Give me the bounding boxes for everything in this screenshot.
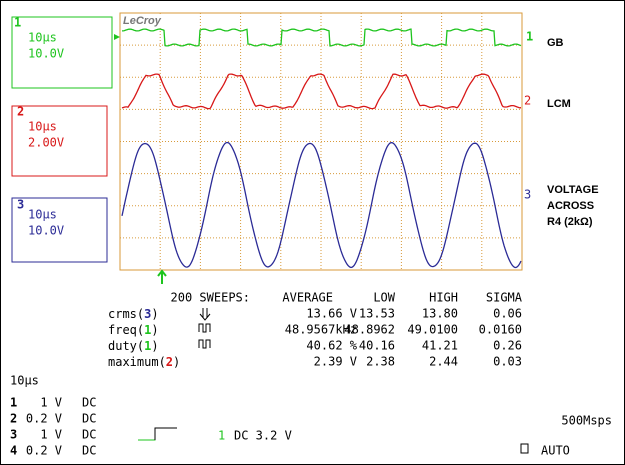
ch2-timebase: 10µs [28,120,57,134]
trigger-marker [157,269,167,284]
setting-channel: 3 [10,428,17,442]
ch2-number: 2 [17,105,24,119]
measurement-low: 40.16 [359,339,395,353]
ch1-trace [122,28,522,47]
freq-icon [198,323,211,333]
measurement-high: 13.80 [422,307,458,321]
ch2-box [11,105,108,177]
trigger-mode: AUTO [541,444,570,458]
measurement-high: 2.44 [429,355,458,369]
measurement-channel: 1 [144,323,151,337]
ch1-timebase: 10µs [28,31,57,45]
setting-channel: 2 [10,412,17,426]
measurement-sigma: 0.06 [493,307,522,321]
measurement-low: 13.53 [359,307,395,321]
measurement-label: duty(1) [108,339,159,353]
measurement-name: maximum( [108,355,166,369]
ch3-scale: 10.0V [28,224,64,238]
ch3-right-number: 3 [524,188,531,202]
ch3-timebase: 10µs [28,208,57,222]
ch3-box [11,197,108,263]
trace-label: VOLTAGE [547,184,599,196]
mode-icon [520,443,529,454]
measurement-average: 2.39 V [314,355,357,369]
measurement-high: 49.0100 [407,323,458,337]
col-header: AVERAGE [282,291,333,305]
col-header: LOW [373,291,395,305]
trace-label: ACROSS [547,200,594,212]
trigger-setting: DC 3.2 V [234,429,292,443]
timebase: 10µs [10,374,39,388]
measurement-name: ) [151,323,158,337]
trace-label: LCM [547,98,571,110]
ch2-trace [121,73,522,110]
measurement-sigma: 0.26 [493,339,522,353]
waveforms [121,28,522,269]
logo: LeCroy [123,15,162,27]
duty-icon [198,339,211,349]
setting-volts: 0.2 V [26,412,62,426]
measurement-label: crms(3) [108,307,159,321]
ch3-number: 3 [17,198,24,212]
setting-volts: 1 V [40,428,62,442]
measurement-channel: 3 [144,307,151,321]
measurement-average: 48.9567kHz [285,323,357,337]
measurement-channel: 1 [144,339,151,353]
graticule-border [119,12,523,271]
setting-coupling: DC [82,396,96,410]
ch1-right-number: 1 [526,30,533,44]
channel-settings: 1 1 V DC 2 0.2 V DC 3 1 V DC 4 0.2 V DC [10,396,96,458]
grid [120,13,522,270]
ch1-scale: 10.0V [28,47,64,61]
trace-label: R4 (2kΩ) [547,216,593,228]
ch2-scale: 2.00V [28,136,64,150]
measurement-average: 40.62 % [306,339,357,353]
measurement-name: crms( [108,307,144,321]
setting-coupling: DC [82,412,96,426]
measurement-sigma: 0.03 [493,355,522,369]
ch1-offset-marker [114,34,120,40]
setting-volts: 1 V [40,396,62,410]
measurement-low: 48.8962 [344,323,395,337]
setting-channel: 4 [10,444,17,458]
measurement-rows: crms(3) 13.66 V 13.53 13.80 0.06 freq(1) 48.95… [108,307,522,369]
measurement-average: 13.66 V [306,307,357,321]
trigger-channel: 1 [218,429,225,443]
sample-rate: 500Msps [561,414,612,428]
measurement-name: ) [151,339,158,353]
sweeps: 200 SWEEPS: [171,291,250,305]
setting-coupling: DC [82,428,96,442]
ch1-box [11,16,113,89]
measurement-name: ) [173,355,180,369]
trace-label: GB [547,37,564,49]
measurement-low: 2.38 [366,355,395,369]
trigger-slope-edge [154,427,177,440]
ch3-trace [121,141,522,269]
col-header: SIGMA [486,291,523,305]
setting-coupling: DC [82,444,96,458]
setting-volts: 0.2 V [26,444,62,458]
ch1-number: 1 [14,16,21,30]
logo-bg [121,14,165,28]
measurement-name: duty( [108,339,144,353]
ch2-right-number: 2 [524,94,531,108]
measurement-channel: 2 [166,355,173,369]
measurement-label: freq(1) [108,323,159,337]
measurement-high: 41.21 [422,339,458,353]
col-header: HIGH [429,291,458,305]
rms-icon [199,308,211,321]
measurement-name: freq( [108,323,144,337]
measurement-name: ) [151,307,158,321]
measurement-sigma: 0.0160 [479,323,522,337]
setting-channel: 1 [10,396,17,410]
measurement-label: maximum(2) [108,355,180,369]
